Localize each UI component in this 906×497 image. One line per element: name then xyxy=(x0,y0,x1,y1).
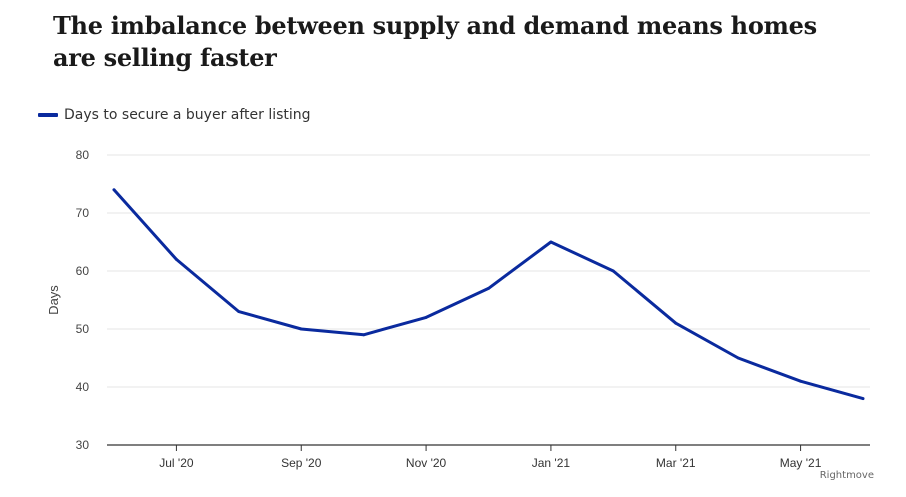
y-tick-label: 30 xyxy=(76,438,90,452)
data-point xyxy=(861,397,865,400)
x-tick-label: Sep '20 xyxy=(281,456,322,470)
data-point xyxy=(175,258,178,261)
data-point xyxy=(362,333,366,337)
data-point xyxy=(736,356,740,360)
x-tick-label: May '21 xyxy=(780,456,822,470)
data-point xyxy=(237,310,241,313)
y-tick-label: 70 xyxy=(76,206,90,220)
data-point xyxy=(799,379,802,383)
legend: Days to secure a buyer after listing xyxy=(38,104,311,126)
legend-swatch xyxy=(38,113,58,117)
data-point xyxy=(674,321,678,325)
x-tick-label: Mar '21 xyxy=(656,456,696,470)
x-tick-label: Jul '20 xyxy=(159,456,194,470)
y-tick-label: 40 xyxy=(76,380,90,394)
chart-title: The imbalance between supply and demand … xyxy=(53,11,817,72)
source-credit: Rightmove xyxy=(819,470,874,481)
y-tick-label: 60 xyxy=(76,264,90,278)
y-tick-label: 80 xyxy=(76,148,90,162)
data-point xyxy=(487,287,490,290)
data-point xyxy=(424,316,428,319)
data-point xyxy=(611,269,615,273)
x-tick-label: Nov '20 xyxy=(406,456,447,470)
data-point xyxy=(299,327,303,331)
data-point xyxy=(112,188,116,192)
data-point xyxy=(549,240,553,244)
y-axis-label: Days xyxy=(46,285,61,315)
x-tick-label: Jan '21 xyxy=(532,456,571,470)
legend-label: Days to secure a buyer after listing xyxy=(64,107,311,123)
y-tick-label: 50 xyxy=(76,322,90,336)
series-line xyxy=(112,188,865,401)
